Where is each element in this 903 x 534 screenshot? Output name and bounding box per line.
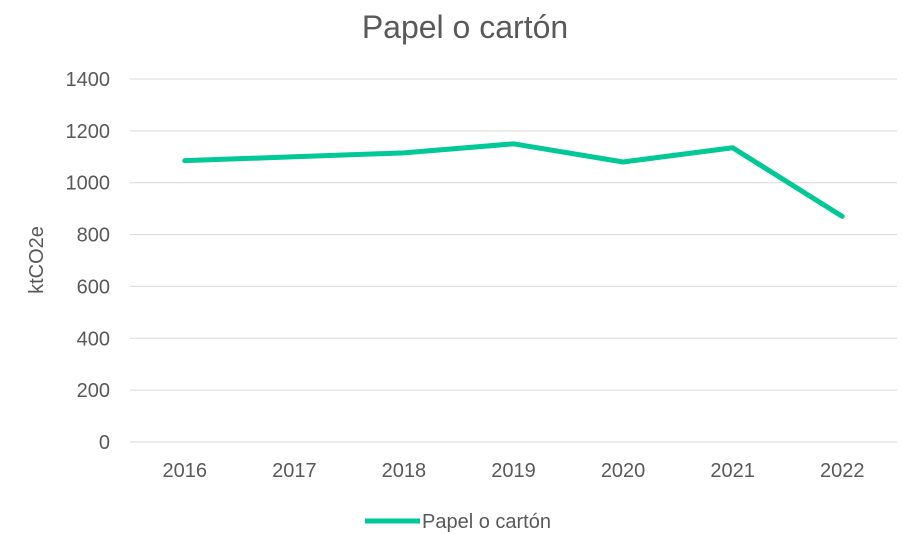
gridlines	[130, 78, 897, 443]
y-tick-labels: 0 200 400 600 800 1000 1200 1400	[66, 69, 111, 454]
y-tick-label: 1200	[66, 121, 111, 143]
chart-title: Papel o cartón	[362, 9, 568, 45]
series-lines	[182, 141, 845, 219]
y-tick-label: 400	[77, 328, 110, 350]
y-tick-label: 600	[77, 276, 110, 298]
x-tick-label: 2017	[272, 460, 317, 482]
x-tick-label: 2016	[163, 460, 208, 482]
x-tick-label: 2022	[820, 460, 865, 482]
x-tick-labels: 2016 2017 2018 2019 2020 2021 2022	[163, 460, 865, 482]
y-tick-label: 800	[77, 225, 110, 247]
y-axis-label: ktCO2e	[26, 226, 48, 294]
y-tick-label: 1400	[66, 69, 111, 91]
y-tick-label: 1000	[66, 173, 111, 195]
series-line	[182, 141, 845, 219]
x-tick-label: 2019	[491, 460, 536, 482]
x-tick-label: 2020	[601, 460, 646, 482]
x-tick-label: 2018	[382, 460, 427, 482]
x-tick-label: 2021	[710, 460, 755, 482]
legend: Papel o cartón	[365, 511, 551, 533]
y-tick-label: 0	[99, 432, 110, 454]
y-tick-label: 200	[77, 380, 110, 402]
legend-entry: Papel o cartón	[422, 511, 551, 533]
